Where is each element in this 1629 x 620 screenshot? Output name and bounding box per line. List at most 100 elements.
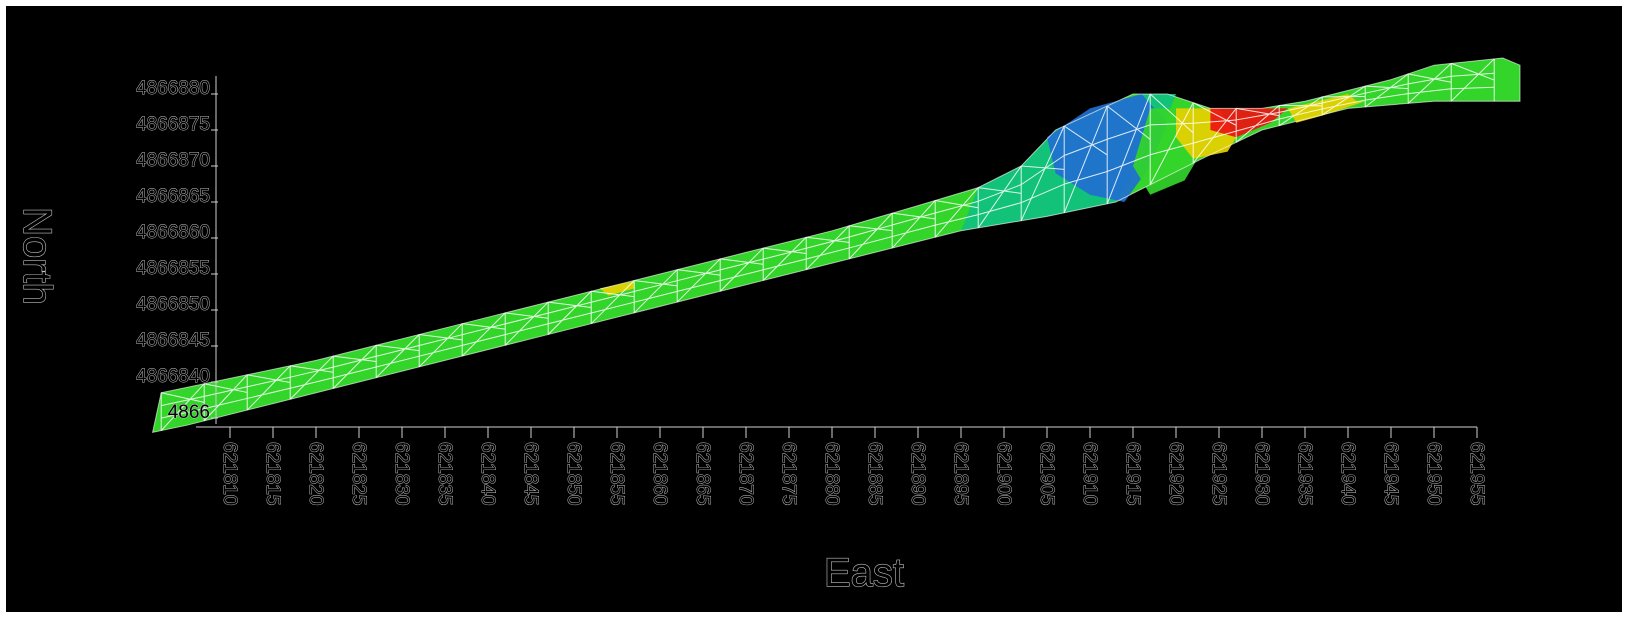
mesh-diagonal: [1149, 93, 1194, 134]
x-tick-label: 621865: [692, 442, 713, 505]
mesh-diagonal: [848, 212, 893, 260]
mesh-diagonal: [935, 199, 979, 209]
mesh-long-line: [548, 312, 592, 325]
mesh-diagonal: [1407, 63, 1452, 104]
mesh-diagonal: [1450, 58, 1495, 102]
mesh-diagonal: [849, 225, 893, 232]
mesh-diagonal: [289, 355, 334, 400]
mesh-long-line: [161, 408, 205, 419]
mesh-diagonal: [375, 334, 420, 379]
mesh-long-line: [720, 258, 764, 271]
mesh-long-line: [247, 387, 291, 399]
mesh-long-line: [892, 224, 936, 238]
mesh-diagonal: [1106, 105, 1151, 140]
mesh-long-line: [204, 386, 248, 397]
mesh-diagonal: [246, 365, 291, 411]
mesh-long-line: [1236, 111, 1280, 121]
x-tick-label: 621940: [1337, 442, 1358, 505]
x-tick-label: 621855: [606, 442, 627, 505]
mesh-long-line: [462, 334, 506, 346]
surface-outline: [151, 57, 1521, 434]
x-tick-label: 621930: [1251, 442, 1272, 505]
mesh-diagonal: [462, 323, 506, 330]
mesh-diagonal: [1063, 125, 1108, 156]
mesh-long-line: [333, 366, 377, 379]
mesh-long-line: [1021, 183, 1065, 204]
mesh-diagonal: [633, 269, 678, 314]
mesh-long-line: [462, 323, 506, 336]
x-tick-label: 621860: [649, 442, 670, 505]
mesh-diagonal: [590, 280, 635, 325]
chart-frame: 621810 621815 621820 621825 621830 621835 6218…: [6, 6, 1622, 612]
mesh-diagonal: [204, 383, 248, 393]
mesh-long-line: [591, 301, 635, 314]
mesh-diagonal: [805, 225, 850, 271]
mesh-diagonal: [247, 374, 291, 384]
mesh-long-line: [892, 212, 936, 226]
surface-mesh: [151, 57, 1521, 434]
mesh-long-line: [1365, 93, 1409, 101]
x-tick-label: 621915: [1122, 442, 1143, 505]
x-tick-label: 621905: [1036, 442, 1057, 505]
mesh-diagonal: [1063, 105, 1108, 213]
mesh-long-line: [505, 323, 549, 336]
mesh-long-line: [978, 202, 1022, 216]
y-tick-label: 4866870: [136, 150, 210, 171]
surface-patch-mid_high: [599, 281, 635, 296]
mesh-long-line: [419, 334, 463, 346]
mesh-long-line: [1322, 92, 1366, 104]
mesh-long-line: [1408, 88, 1452, 95]
mesh-long-line: [1408, 75, 1452, 85]
mesh-diagonal: [634, 279, 678, 287]
mesh-long-line: [1193, 119, 1237, 124]
mesh-diagonal: [1106, 93, 1151, 204]
mesh-long-line: [1107, 124, 1151, 140]
y-tick-label: 4866880: [136, 78, 210, 99]
mesh-diagonal: [504, 301, 549, 346]
mesh-diagonal: [376, 344, 420, 352]
mesh-diagonal: [332, 344, 377, 389]
mesh-diagonal: [719, 247, 764, 292]
x-tick-label: 621845: [520, 442, 541, 505]
mesh-diagonal: [547, 290, 592, 335]
mesh-diagonal: [1192, 108, 1237, 164]
mesh-long-line: [548, 301, 592, 314]
mesh-long-line: [1322, 99, 1366, 110]
mesh-long-line: [935, 214, 979, 226]
mesh-long-line: [376, 345, 420, 357]
mesh-long-line: [1193, 130, 1237, 144]
mesh-diagonal: [591, 290, 635, 298]
mesh-diagonal: [1235, 105, 1280, 143]
mesh-lines: [160, 58, 1495, 431]
surface-patch-mid: [1348, 79, 1400, 102]
x-tick-label: 621895: [950, 442, 971, 505]
mesh-long-line: [849, 224, 893, 238]
mesh-long-line: [1451, 86, 1495, 90]
mesh-diagonal: [161, 392, 205, 403]
mesh-diagonal: [505, 312, 549, 319]
mesh-long-line: [634, 280, 678, 292]
mesh-long-line: [247, 376, 291, 388]
mesh-diagonal: [891, 200, 936, 249]
y-tick-label: 4866845: [136, 330, 210, 351]
mesh-long-line: [677, 269, 721, 282]
x-tick-label: 621830: [391, 442, 412, 505]
mesh-long-line: [634, 290, 678, 303]
y-tick-label: 4866875: [136, 114, 210, 135]
mesh-diagonal: [290, 365, 334, 373]
mesh-long-line: [1150, 142, 1194, 156]
mesh-long-line: [1236, 118, 1280, 132]
mesh-long-line: [376, 355, 420, 368]
mesh-long-line: [1064, 138, 1108, 156]
mesh-long-line: [978, 184, 1022, 202]
x-tick-label: 621910: [1079, 442, 1100, 505]
x-tick-label: 621950: [1423, 442, 1444, 505]
mesh-diagonal: [762, 236, 807, 281]
x-tick-label: 621810: [219, 442, 240, 505]
mesh-diagonal: [1149, 102, 1194, 185]
x-tick-label: 621955: [1466, 442, 1487, 505]
mesh-diagonal: [934, 187, 979, 238]
mesh-long-line: [1020, 155, 1065, 186]
mesh-diagonal: [203, 374, 248, 422]
mesh-diagonal: [1236, 107, 1280, 117]
